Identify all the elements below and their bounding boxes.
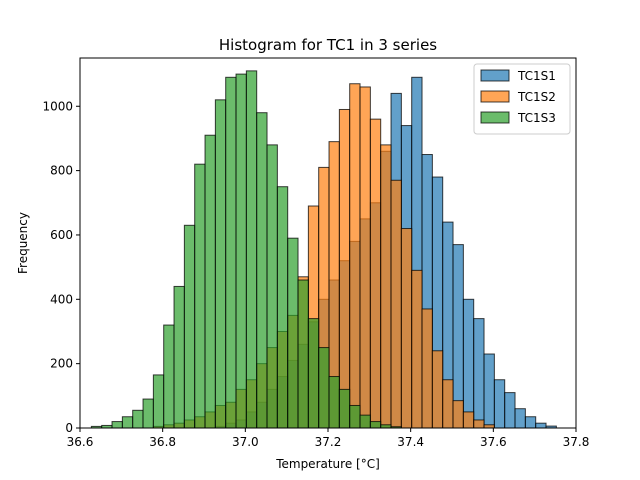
bar-TC1S3	[245, 70, 258, 429]
bar-TC1S3	[307, 318, 320, 429]
legend: TC1S1 TC1S2 TC1S3	[473, 63, 571, 135]
bar-TC1S3	[111, 421, 123, 429]
bar-TC1S3	[204, 134, 216, 429]
x-tick-label: 37.0	[232, 435, 259, 449]
bar-TC1S2	[400, 228, 413, 429]
bar-TC1S3	[225, 76, 237, 429]
legend-swatch-TC1S3	[480, 111, 510, 124]
bar-TC1S1	[504, 392, 516, 429]
legend-label-TC1S3: TC1S3	[517, 111, 556, 125]
y-tick-label: 600	[50, 228, 73, 242]
bar-TC1S3	[121, 416, 134, 429]
legend-swatch-TC1S2	[480, 90, 510, 103]
y-tick-label: 200	[50, 357, 73, 371]
bar-TC1S3	[266, 144, 278, 429]
y-tick-label: 400	[50, 292, 73, 306]
bar-TC1S2	[349, 83, 361, 429]
bar-TC1S3	[235, 73, 247, 429]
bar-TC1S3	[349, 404, 361, 429]
bar-TC1S3	[152, 374, 165, 429]
x-tick-label: 37.4	[397, 435, 424, 449]
legend-label-TC1S2: TC1S2	[517, 90, 556, 104]
x-axis-ticks: 36.6 36.8 37.0 37.2 37.4 37.6 37.8	[67, 428, 590, 449]
bar-TC1S3	[173, 285, 185, 429]
bar-TC1S3	[318, 347, 330, 429]
bar-TC1S2	[462, 411, 475, 429]
bar-TC1S1	[514, 408, 526, 429]
x-tick-label: 36.6	[67, 435, 94, 449]
bar-TC1S1	[524, 416, 537, 429]
bars-layer	[90, 70, 557, 429]
bar-TC1S1	[483, 353, 495, 429]
chart-title: Histogram for TC1 in 3 series	[219, 36, 437, 54]
legend-label-TC1S1: TC1S1	[517, 69, 556, 83]
x-axis-label: Temperature [°C]	[275, 457, 380, 471]
bar-TC1S3	[276, 186, 289, 429]
y-tick-label: 800	[50, 164, 73, 178]
y-tick-label: 0	[65, 421, 73, 435]
bar-TC1S3	[256, 112, 268, 429]
bar-TC1S2	[411, 269, 423, 429]
y-axis-ticks: 0 200 400 600 800 1000	[42, 99, 80, 435]
x-tick-label: 37.8	[563, 435, 590, 449]
bar-TC1S3	[183, 224, 196, 429]
bar-TC1S2	[442, 379, 454, 429]
bar-TC1S3	[297, 279, 309, 429]
legend-swatch-TC1S1	[480, 69, 510, 82]
bar-TC1S1	[462, 298, 475, 429]
bar-TC1S2	[431, 350, 444, 429]
x-tick-label: 36.8	[149, 435, 176, 449]
bar-TC1S2	[359, 86, 371, 429]
bar-TC1S3	[214, 99, 227, 429]
bar-TC1S3	[194, 163, 206, 429]
y-tick-label: 1000	[42, 99, 73, 113]
bar-TC1S2	[452, 400, 464, 429]
bar-TC1S3	[338, 388, 351, 429]
y-axis-label: Frequency	[16, 212, 30, 274]
bar-TC1S2	[473, 419, 485, 429]
bar-TC1S2	[380, 144, 392, 429]
bar-TC1S3	[359, 414, 371, 429]
x-tick-label: 37.2	[315, 435, 342, 449]
bar-TC1S3	[142, 398, 154, 429]
bar-TC1S3	[369, 421, 382, 429]
bar-TC1S1	[493, 379, 506, 429]
x-tick-label: 37.6	[480, 435, 507, 449]
bar-TC1S2	[369, 118, 382, 429]
bar-TC1S1	[473, 318, 485, 429]
bar-TC1S3	[287, 237, 299, 429]
bar-TC1S1	[535, 422, 547, 429]
bar-TC1S2	[421, 308, 433, 429]
bar-TC1S3	[163, 324, 175, 429]
bar-TC1S3	[132, 409, 144, 429]
bar-TC1S2	[390, 179, 402, 429]
bar-TC1S3	[328, 376, 340, 429]
bar-TC1S2	[338, 108, 351, 429]
